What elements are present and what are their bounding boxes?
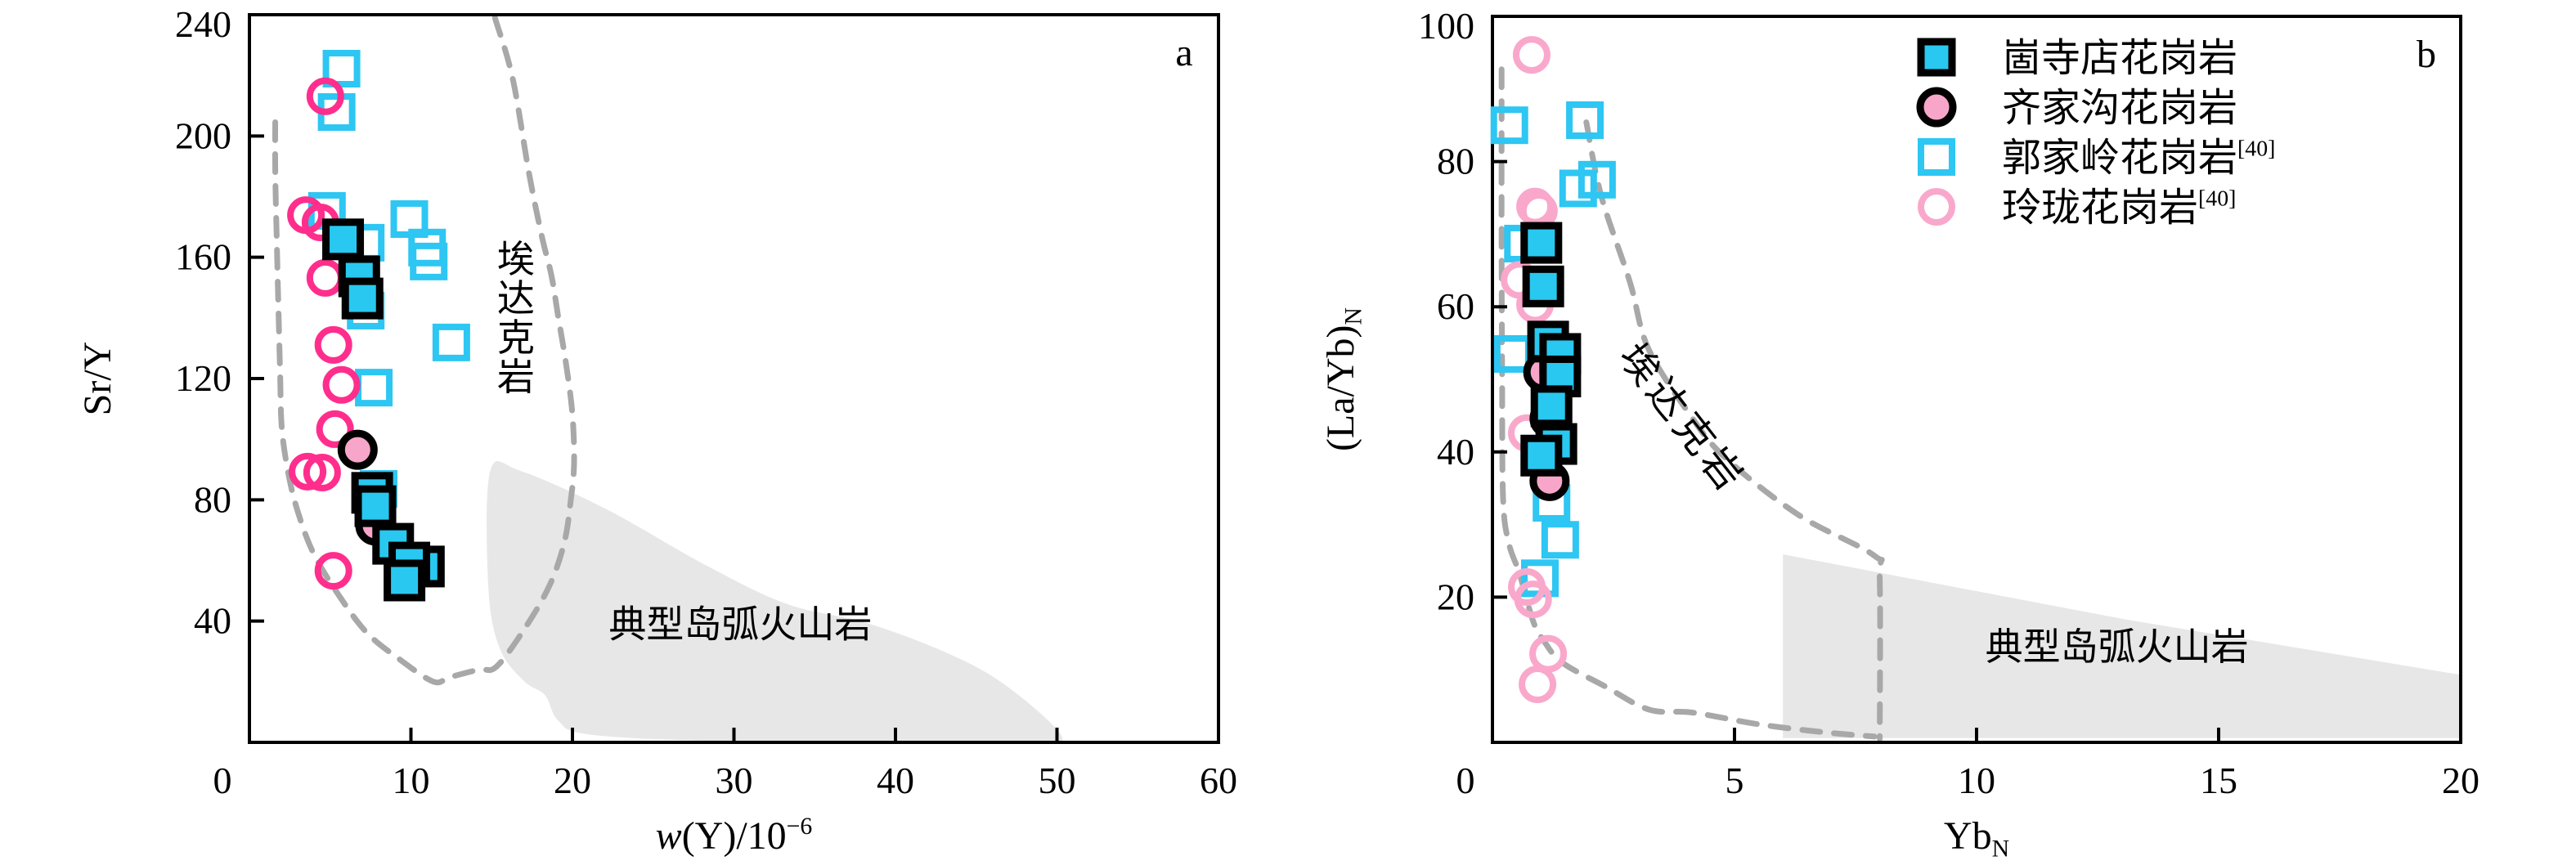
x-tick-label: 50 (1039, 760, 1076, 801)
x-tick-label: 10 (1958, 760, 1995, 801)
x-axis-title: w(Y)/10−6 (656, 813, 813, 858)
marker-gjl (432, 323, 470, 361)
marker-ll_a (303, 453, 341, 491)
y-tick-label: 40 (1437, 431, 1474, 473)
x-tick-label: 0 (213, 760, 232, 801)
marker-ll_a (289, 452, 327, 491)
series-gsd (322, 218, 445, 602)
panel-b: 0 5 10 15 20 20 40 60 80 100 YbN (La/Yb)N b 埃达克岩典型岛弧火… (1319, 5, 2480, 863)
x-tick-label: 20 (2442, 760, 2480, 801)
marker-gsd (354, 485, 397, 527)
field-label-vertical: 埃达克岩 (497, 239, 535, 398)
x-tick-label: 20 (554, 760, 591, 801)
y-axis-title: Sr/Y (76, 342, 119, 416)
y-tick-label: 200 (175, 114, 231, 156)
marker-gjl (1490, 106, 1528, 145)
legend-marker-ll_b (1918, 188, 1955, 226)
marker-gsd (1530, 385, 1573, 428)
legend-marker-qjg (1916, 87, 1957, 128)
legend-marker-gjl (1918, 138, 1955, 176)
marker-gsd (322, 218, 365, 261)
marker-gjl (410, 242, 448, 280)
y-axis-title: (La/Yb)N (1319, 307, 1367, 451)
field-label: 典型岛弧火山岩 (1986, 626, 2249, 668)
panel-letter: a (1175, 31, 1192, 74)
marker-ll_a (306, 77, 344, 115)
marker-gjl (322, 50, 361, 88)
y-tick-label: 120 (175, 357, 231, 399)
x-tick-label: 60 (1200, 760, 1237, 801)
y-tick-label: 40 (194, 600, 231, 642)
marker-gjl (1566, 101, 1604, 139)
marker-gjl (1559, 169, 1597, 208)
field-label: 典型岛弧火山岩 (608, 603, 872, 645)
marker-gsd (1522, 265, 1564, 307)
typical-island-arc-field (1783, 554, 2461, 738)
adakite-field-boundary (272, 15, 577, 686)
x-tick-label: 10 (393, 760, 430, 801)
panel-letter: b (2417, 33, 2436, 76)
marker-gsd (1520, 222, 1563, 264)
marker-gsd (1520, 434, 1563, 477)
x-tick-label: 5 (1726, 760, 1744, 801)
y-tick-label: 100 (1418, 5, 1474, 47)
x-tick-label: 30 (716, 760, 753, 801)
marker-ll_b (1514, 580, 1552, 619)
x-tick-label: 15 (2200, 760, 2237, 801)
legend-label: 玲珑花岗岩[40] (2002, 186, 2236, 230)
y-tick-label: 20 (1437, 576, 1474, 617)
marker-ll_a (316, 410, 354, 448)
adakite-field-boundary-right (1583, 119, 1885, 742)
y-tick-label: 160 (175, 236, 231, 278)
typical-island-arc-field (487, 461, 1063, 742)
x-axis-title: YbN (1944, 814, 2009, 863)
x-tick-label: 40 (877, 760, 914, 801)
y-tick-label: 60 (1437, 285, 1474, 327)
marker-ll_a (314, 325, 352, 364)
marker-ll_b (1519, 665, 1557, 703)
marker-gjl (1577, 160, 1616, 199)
legend-label: 崮寺店花岗岩 (2002, 37, 2237, 80)
panel-a: 0 10 20 30 40 50 60 40 80 120 160 200 240 w(Y)/10−6 Sr… (76, 3, 1237, 858)
series-gsd (1520, 222, 1582, 477)
adakite-field-boundary-left (1498, 66, 1878, 740)
marker-gjl (355, 369, 393, 407)
marker-ll_a (322, 365, 361, 404)
field-label-rotated: 埃达克岩 (1610, 336, 1753, 502)
legend-label: 郭家岭花岗岩[40] (2002, 137, 2275, 180)
legend-marker-gsd (1917, 38, 1956, 77)
marker-gsd (384, 559, 426, 602)
legend-label: 齐家沟花岗岩 (2002, 87, 2237, 130)
y-tick-label: 80 (1437, 141, 1474, 182)
y-tick-label: 80 (194, 478, 231, 520)
marker-gjl (1541, 521, 1579, 559)
marker-gsd (341, 277, 384, 320)
marker-ll_a (314, 552, 352, 590)
x-tick-label: 0 (1456, 760, 1475, 801)
y-tick-label: 240 (175, 3, 231, 45)
series-gjl (307, 50, 470, 508)
marker-qjg (337, 429, 378, 470)
marker-ll_a (306, 258, 344, 297)
marker-ll_b (1512, 36, 1551, 74)
